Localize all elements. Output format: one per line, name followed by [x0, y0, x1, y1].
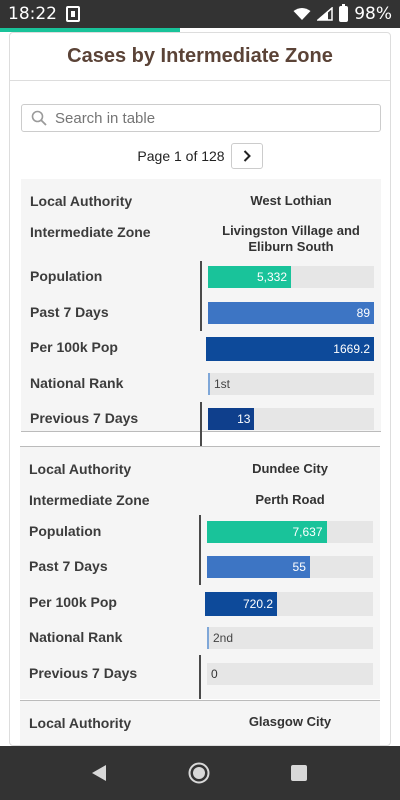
label-population: Population	[29, 523, 102, 539]
past-7-days-value: 89	[356, 306, 370, 320]
search-input[interactable]	[55, 109, 355, 127]
population-bar-track: 7,637	[207, 521, 373, 543]
label-past-7-days: Past 7 Days	[30, 304, 109, 320]
navigation-bar	[0, 746, 400, 800]
label-per-100k-pop: Per 100k Pop	[29, 594, 117, 610]
previous-7-days-value: 13	[237, 412, 251, 426]
row-separator	[20, 446, 380, 447]
signal-icon	[317, 7, 333, 21]
pager: Page 1 of 128	[10, 143, 390, 169]
population-value: 7,637	[292, 525, 323, 539]
table-row: Local Authority Glasgow City	[20, 701, 380, 745]
previous-7-days-bar: 13	[208, 408, 255, 430]
label-previous-7-days: Previous 7 Days	[29, 665, 138, 681]
national-rank-cell: 1st	[208, 373, 374, 395]
label-past-7-days: Past 7 Days	[29, 558, 108, 574]
population-bar: 7,637	[207, 521, 327, 543]
intermediate-zone-value: Perth Road	[255, 492, 325, 507]
local-authority-value: West Lothian	[250, 193, 332, 208]
page-indicator: Page 1 of 128	[137, 148, 225, 164]
population-value: 5,332	[256, 270, 287, 284]
page-load-progress-fill	[0, 28, 180, 32]
per-100k-bar: 720.2	[205, 592, 277, 616]
population-bar: 5,332	[208, 266, 291, 288]
past-7-days-bar-track: 55	[207, 556, 373, 578]
previous-7-days-value: 0	[211, 667, 218, 681]
divider-line	[200, 402, 202, 446]
label-local-authority: Local Authority	[30, 193, 133, 209]
previous-7-days-bar-track: 13	[208, 408, 374, 430]
population-bar-track: 5,332	[208, 266, 374, 288]
recent-apps-icon[interactable]	[291, 765, 307, 781]
divider-line	[199, 655, 201, 699]
local-authority-value: Glasgow City	[248, 714, 332, 729]
table-row: Local Authority West Lothian Intermediat…	[21, 179, 381, 446]
divider-line	[199, 515, 201, 585]
past-7-days-bar: 55	[207, 556, 310, 578]
past-7-days-bar: 89	[208, 302, 374, 324]
status-icons: 98%	[293, 4, 392, 24]
per-100k-value: 720.2	[242, 597, 273, 611]
row-separator	[20, 700, 380, 701]
label-per-100k-pop: Per 100k Pop	[30, 339, 118, 355]
intermediate-zone-value: Livingston Village and Eliburn South	[222, 223, 360, 254]
national-rank-value: 2nd	[213, 631, 234, 645]
past-7-days-bar-track: 89	[208, 302, 374, 324]
national-rank-value: 1st	[214, 377, 231, 391]
notification-icon	[66, 6, 80, 22]
label-local-authority: Local Authority	[29, 461, 132, 477]
label-population: Population	[30, 268, 103, 284]
label-local-authority: Local Authority	[29, 715, 132, 731]
battery-icon	[339, 4, 349, 22]
wifi-icon	[293, 8, 311, 20]
per-100k-bar: 1669.2	[206, 337, 374, 361]
past-7-days-value: 55	[292, 560, 306, 574]
search-box[interactable]	[21, 104, 381, 132]
national-rank-cell: 2nd	[207, 627, 373, 649]
chevron-right-icon	[243, 150, 251, 162]
table-row: Local Authority Dundee City Intermediate…	[20, 447, 380, 699]
home-icon[interactable]	[188, 762, 210, 784]
battery-percent: 98%	[354, 4, 392, 24]
label-intermediate-zone: Intermediate Zone	[30, 224, 151, 240]
next-page-button[interactable]	[230, 143, 263, 169]
search-icon	[31, 110, 47, 126]
label-national-rank: National Rank	[29, 629, 123, 645]
label-intermediate-zone: Intermediate Zone	[29, 492, 150, 508]
per-100k-value: 1669.2	[333, 342, 370, 356]
back-icon[interactable]	[90, 764, 108, 782]
page-title: Cases by Intermediate Zone	[10, 33, 390, 81]
page-load-progress	[0, 28, 400, 32]
label-national-rank: National Rank	[30, 375, 124, 391]
records-list: Local Authority West Lothian Intermediat…	[21, 179, 381, 446]
status-time: 18:22	[8, 4, 57, 24]
previous-7-days-bar-track: 0	[207, 663, 373, 685]
local-authority-value: Dundee City	[252, 461, 328, 476]
divider-line	[200, 261, 202, 331]
label-previous-7-days: Previous 7 Days	[30, 410, 139, 426]
status-bar: 18:22 98%	[0, 0, 400, 28]
